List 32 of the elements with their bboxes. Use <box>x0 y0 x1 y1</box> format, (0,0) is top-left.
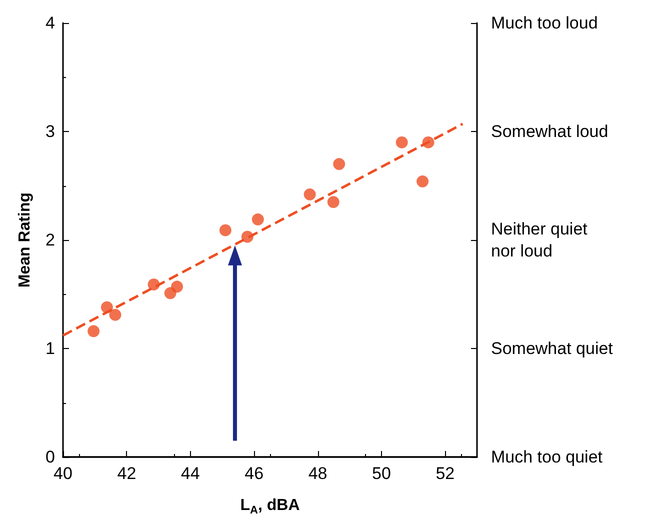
category-label: Much too quiet <box>491 448 603 466</box>
x-tick-label: 50 <box>372 464 391 483</box>
x-tick-label: 46 <box>244 464 264 483</box>
point <box>396 136 408 148</box>
y-tick-label: 1 <box>46 339 55 358</box>
point <box>333 158 346 170</box>
point <box>327 196 340 208</box>
x-tick-label: 48 <box>308 464 328 483</box>
y-axis-title: Mean Rating <box>16 192 34 288</box>
y-tick-label: 4 <box>46 14 55 32</box>
point <box>109 308 122 321</box>
category-label: Neither quiet nor loud <box>491 220 588 260</box>
category-label: Somewhat quiet <box>491 339 613 358</box>
point <box>252 213 264 226</box>
point <box>171 280 184 293</box>
category-label: Much too loud <box>491 14 598 32</box>
point <box>422 136 434 148</box>
x-tick-label: 52 <box>436 464 455 483</box>
category-label: Somewhat loud <box>491 122 608 141</box>
point <box>219 224 232 236</box>
point <box>416 175 429 188</box>
y-tick-label: 2 <box>46 230 55 250</box>
x-tick-label: 40 <box>54 464 72 483</box>
point <box>148 278 160 290</box>
x-tick-label: 44 <box>180 464 200 483</box>
y-tick-label: 0 <box>46 448 55 466</box>
point <box>241 230 254 243</box>
x-tick-label: 42 <box>117 464 136 483</box>
point <box>88 325 100 338</box>
point <box>304 188 316 200</box>
point <box>100 301 113 314</box>
y-tick-label: 3 <box>46 122 55 141</box>
